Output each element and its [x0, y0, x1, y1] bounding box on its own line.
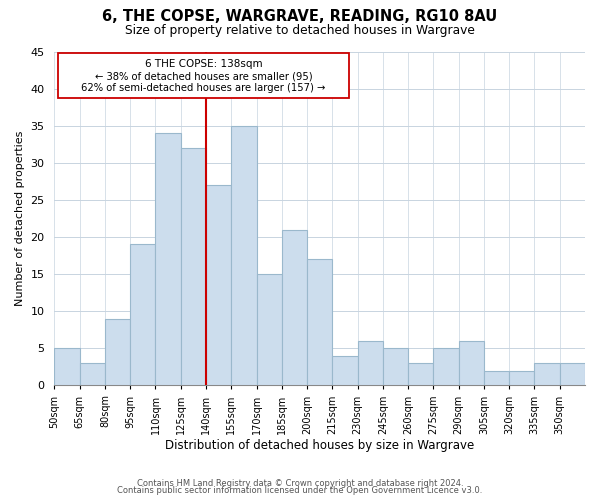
Text: 6 THE COPSE: 138sqm: 6 THE COPSE: 138sqm: [145, 59, 262, 69]
Bar: [206, 185, 231, 386]
Text: 6, THE COPSE, WARGRAVE, READING, RG10 8AU: 6, THE COPSE, WARGRAVE, READING, RG10 8A…: [103, 9, 497, 24]
Bar: [130, 244, 155, 386]
Bar: [383, 348, 408, 386]
Bar: [257, 274, 282, 386]
Bar: [484, 370, 509, 386]
Text: ← 38% of detached houses are smaller (95): ← 38% of detached houses are smaller (95…: [95, 72, 312, 82]
X-axis label: Distribution of detached houses by size in Wargrave: Distribution of detached houses by size …: [165, 440, 475, 452]
Text: 62% of semi-detached houses are larger (157) →: 62% of semi-detached houses are larger (…: [81, 84, 326, 94]
Bar: [560, 363, 585, 386]
Bar: [282, 230, 307, 386]
Bar: [408, 363, 433, 386]
Bar: [105, 318, 130, 386]
Bar: [332, 356, 358, 386]
Text: Size of property relative to detached houses in Wargrave: Size of property relative to detached ho…: [125, 24, 475, 37]
Bar: [433, 348, 458, 386]
Bar: [80, 363, 105, 386]
Bar: [458, 341, 484, 386]
Bar: [231, 126, 257, 386]
Bar: [358, 341, 383, 386]
Bar: [307, 260, 332, 386]
FancyBboxPatch shape: [58, 53, 349, 98]
Bar: [181, 148, 206, 386]
Bar: [535, 363, 560, 386]
Text: Contains public sector information licensed under the Open Government Licence v3: Contains public sector information licen…: [118, 486, 482, 495]
Bar: [155, 133, 181, 386]
Text: Contains HM Land Registry data © Crown copyright and database right 2024.: Contains HM Land Registry data © Crown c…: [137, 478, 463, 488]
Bar: [55, 348, 80, 386]
Bar: [509, 370, 535, 386]
Y-axis label: Number of detached properties: Number of detached properties: [15, 131, 25, 306]
